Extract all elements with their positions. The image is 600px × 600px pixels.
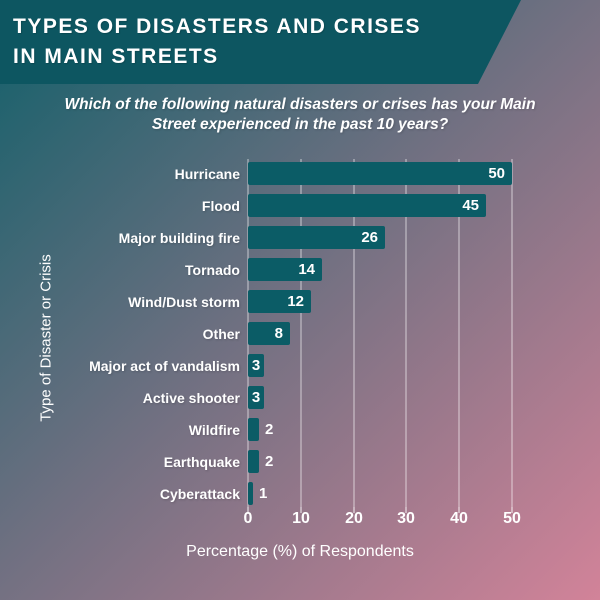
x-axis-title: Percentage (%) of Respondents [186,543,414,560]
value-label: 26 [361,229,378,246]
category-label: Wildfire [188,422,240,438]
chart-subtitle: Which of the following natural disasters… [64,96,536,133]
page-title: TYPES OF DISASTERS AND CRISES IN MAIN ST… [0,0,521,72]
category-label: Active shooter [142,390,240,406]
bar [248,162,512,185]
value-label: 50 [488,165,505,182]
category-label: Other [202,326,240,342]
tickmark-10 [300,507,302,513]
value-label: 2 [265,453,274,470]
bar [248,482,253,505]
value-label: 8 [274,325,283,342]
category-label: Major building fire [118,230,240,246]
tick-label-20: 20 [345,510,363,527]
category-label: Major act of vandalism [89,358,240,374]
bar [248,418,259,441]
tickmark-30 [405,507,407,513]
bar [248,194,486,217]
category-label: Tornado [185,262,240,278]
category-label: Wind/Dust storm [128,294,240,310]
bar [248,354,264,377]
value-label: 12 [287,293,304,310]
bar [248,258,322,281]
bar [248,322,290,345]
gridline-40 [458,159,460,507]
value-label: 3 [251,389,261,406]
category-label: Flood [201,198,240,214]
gridline-10 [300,159,302,507]
value-label: 14 [298,261,315,278]
gridline-50 [511,159,513,507]
page-title-line1: TYPES OF DISASTERS AND CRISES [13,15,421,38]
tickmark-0 [247,507,249,513]
value-label: 1 [259,485,268,502]
value-label: 3 [251,357,261,374]
gridline-20 [353,159,355,507]
tickmark-40 [458,507,460,513]
category-label: Cyberattack [159,486,240,502]
bar [248,290,311,313]
tickmark-50 [511,507,513,513]
page-title-line2: IN MAIN STREETS [13,45,219,68]
bar [248,226,385,249]
bar [248,450,259,473]
tickmark-20 [353,507,355,513]
bar [248,386,264,409]
header-banner: TYPES OF DISASTERS AND CRISES IN MAIN ST… [0,0,521,84]
tick-label-30: 30 [397,510,415,527]
value-label: 2 [265,421,274,438]
tick-label-10: 10 [292,510,310,527]
tick-label-40: 40 [450,510,468,527]
category-label: Earthquake [163,454,240,470]
value-label: 45 [462,197,479,214]
tick-label-50: 50 [503,510,521,527]
tick-label-0: 0 [243,510,253,527]
category-label: Hurricane [174,166,240,182]
gridline-30 [405,159,407,507]
